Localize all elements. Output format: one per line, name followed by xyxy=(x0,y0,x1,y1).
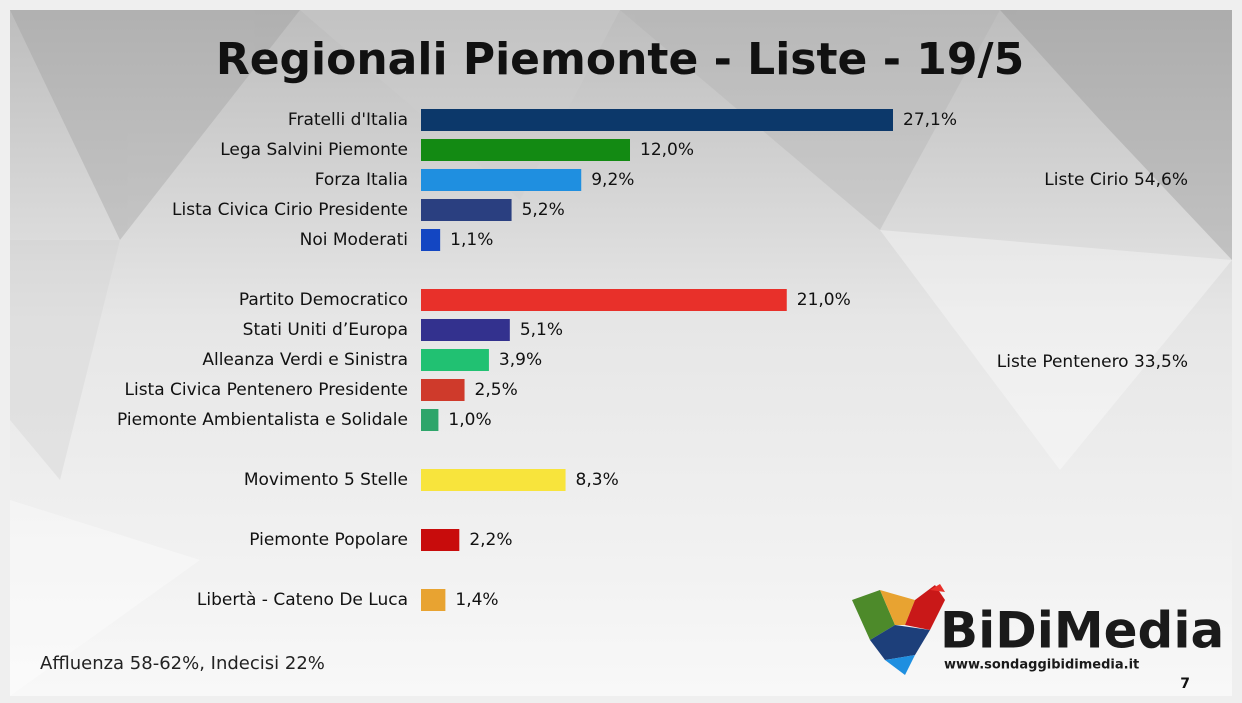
bar xyxy=(421,319,510,341)
value-label: 8,3% xyxy=(576,470,619,490)
brand-url: www.sondaggibidimedia.it xyxy=(944,658,1139,673)
category-label: Lega Salvini Piemonte xyxy=(220,140,408,160)
value-label: 2,5% xyxy=(475,380,518,400)
value-label: 1,0% xyxy=(448,410,491,430)
footnote: Affluenza 58-62%, Indecisi 22% xyxy=(40,653,325,674)
annotation: Liste Cirio 54,6% xyxy=(1044,170,1188,190)
value-label: 12,0% xyxy=(640,140,694,160)
category-label: Fratelli d'Italia xyxy=(288,110,408,130)
category-label: Noi Moderati xyxy=(300,230,408,250)
category-label: Partito Democratico xyxy=(239,290,408,310)
annotation: Liste Pentenero 33,5% xyxy=(997,352,1188,372)
bar xyxy=(421,349,489,371)
chart-title: Regionali Piemonte - Liste - 19/5 xyxy=(216,34,1024,85)
category-label: Lista Civica Pentenero Presidente xyxy=(125,380,409,400)
bar xyxy=(421,469,566,491)
category-label: Stati Uniti d’Europa xyxy=(243,320,408,340)
bar xyxy=(421,289,787,311)
bar xyxy=(421,589,446,611)
category-label: Libertà - Cateno De Luca xyxy=(197,590,408,610)
bar xyxy=(421,139,631,161)
category-label: Alleanza Verdi e Sinistra xyxy=(202,350,408,370)
bar xyxy=(421,229,441,251)
value-label: 9,2% xyxy=(591,170,634,190)
value-label: 1,1% xyxy=(450,230,493,250)
bar xyxy=(421,199,512,221)
brand-name: BiDiMedia xyxy=(940,602,1224,660)
value-label: 21,0% xyxy=(797,290,851,310)
bar xyxy=(421,169,582,191)
logo-icon xyxy=(852,584,945,675)
bar xyxy=(421,109,893,131)
category-label: Forza Italia xyxy=(315,170,408,190)
value-label: 27,1% xyxy=(903,110,957,130)
category-label: Lista Civica Cirio Presidente xyxy=(172,200,408,220)
bar xyxy=(421,379,465,401)
value-label: 5,2% xyxy=(522,200,565,220)
page-number: 7 xyxy=(1180,676,1190,692)
value-label: 3,9% xyxy=(499,350,542,370)
category-label: Piemonte Popolare xyxy=(249,530,408,550)
value-label: 1,4% xyxy=(455,590,498,610)
bar xyxy=(421,529,460,551)
category-label: Movimento 5 Stelle xyxy=(244,470,408,490)
value-label: 2,2% xyxy=(469,530,512,550)
category-label: Piemonte Ambientalista e Solidale xyxy=(117,410,408,430)
bar xyxy=(421,409,439,431)
value-label: 5,1% xyxy=(520,320,563,340)
